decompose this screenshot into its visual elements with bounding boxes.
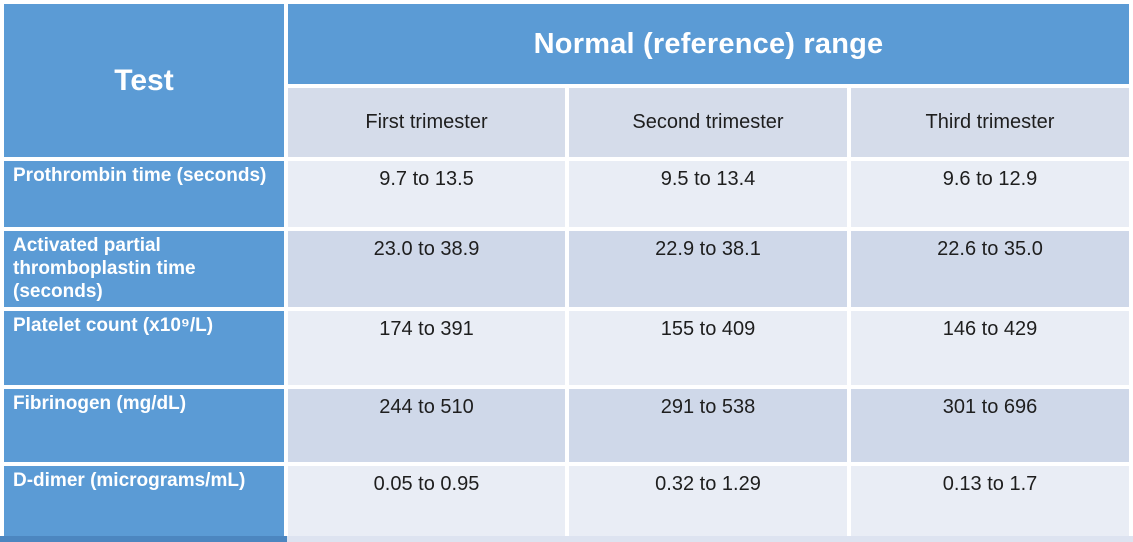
- value-cell: 301 to 696: [851, 389, 1130, 463]
- table-bottom-edge-blue: [0, 536, 287, 542]
- value-cell: 146 to 429: [851, 311, 1130, 386]
- row-header-cell: Fibrinogen (mg/dL): [4, 389, 284, 463]
- table-row: Fibrinogen (mg/dL) 244 to 510 291 to 538…: [4, 389, 1130, 463]
- table-row: Activated partial thromboplastin time (s…: [4, 231, 1130, 308]
- value-cell: 0.13 to 1.7: [851, 466, 1130, 542]
- column-header-second-trimester: Second trimester: [569, 88, 847, 157]
- value-cell: 244 to 510: [288, 389, 565, 463]
- header-row: Test Normal (reference) range: [4, 4, 1130, 157]
- value-cell: 9.7 to 13.5: [288, 161, 565, 227]
- value-cell: 0.05 to 0.95: [288, 466, 565, 542]
- value-cell: 174 to 391: [288, 311, 565, 386]
- table-row: Prothrombin time (seconds) 9.7 to 13.5 9…: [4, 161, 1130, 227]
- value-cell: 155 to 409: [569, 311, 847, 386]
- table-row: Platelet count (x10⁹/L) 174 to 391 155 t…: [4, 311, 1130, 386]
- subheader-row: First trimester Second trimester Third t…: [4, 88, 1130, 157]
- value-cell: 23.0 to 38.9: [288, 231, 565, 308]
- table-bottom-edge-light: [287, 536, 1133, 542]
- corner-header-cell: Test: [4, 4, 284, 157]
- value-cell: 0.32 to 1.29: [569, 466, 847, 542]
- value-cell: 22.9 to 38.1: [569, 231, 847, 308]
- row-header-cell: Activated partial thromboplastin time (s…: [4, 231, 284, 308]
- value-cell: 22.6 to 35.0: [851, 231, 1130, 308]
- table-bottom-edge: [0, 536, 1133, 542]
- row-header-cell: Prothrombin time (seconds): [4, 161, 284, 227]
- value-cell: 291 to 538: [569, 389, 847, 463]
- row-header-cell: D-dimer (micrograms/mL): [4, 466, 284, 542]
- value-cell: 9.6 to 12.9: [851, 161, 1130, 227]
- column-header-first-trimester: First trimester: [288, 88, 565, 157]
- column-header-third-trimester: Third trimester: [851, 88, 1130, 157]
- value-cell: 9.5 to 13.4: [569, 161, 847, 227]
- row-header-cell: Platelet count (x10⁹/L): [4, 311, 284, 386]
- group-header-cell: Normal (reference) range: [288, 4, 1130, 84]
- table-row: D-dimer (micrograms/mL) 0.05 to 0.95 0.3…: [4, 466, 1130, 542]
